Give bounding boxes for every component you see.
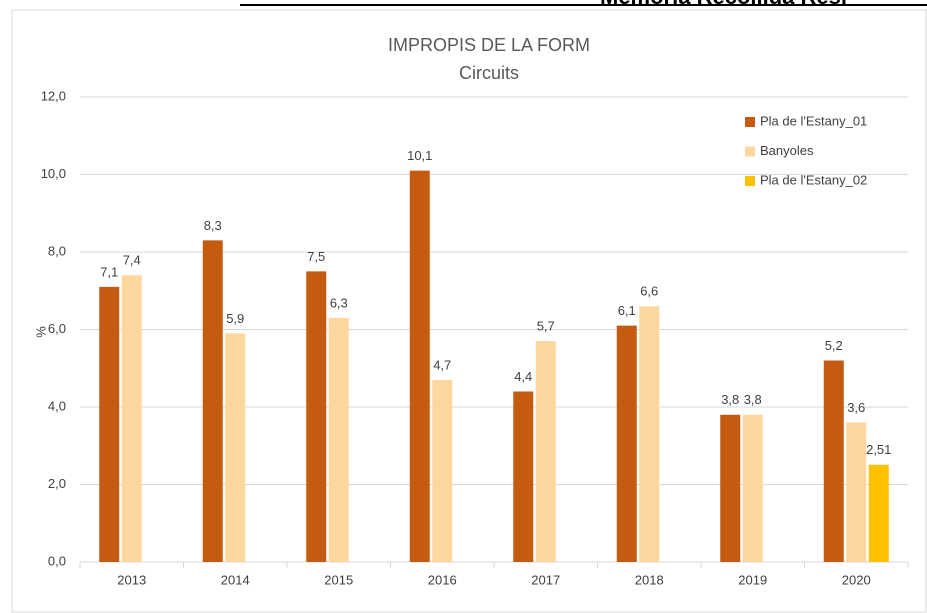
x-tick-label: 2014 [221,572,250,587]
data-label: 8,3 [204,218,222,233]
y-tick-label: 0,0 [48,553,66,568]
bar [823,360,844,562]
chart-frame [11,9,927,613]
x-tick-label: 2020 [842,572,871,587]
bar [742,414,763,562]
y-tick-label: 10,0 [41,166,66,181]
legend-label: Pla de l'Estany_02 [760,172,867,187]
legend-swatch [745,176,755,186]
chart-subtitle: Circuits [459,63,519,83]
data-label: 3,8 [744,392,762,407]
bar [535,341,556,562]
y-tick-label: 6,0 [48,321,66,336]
data-label: 10,1 [407,148,432,163]
data-label: 5,9 [226,311,244,326]
bar [616,325,637,562]
legend-label: Pla de l'Estany_01 [760,113,867,128]
y-axis-label: % [33,326,48,338]
bar [868,464,889,562]
y-tick-label: 2,0 [48,476,66,491]
x-tick-label: 2015 [324,572,353,587]
bar [639,306,660,562]
data-label: 6,6 [640,284,658,299]
data-label: 6,3 [330,295,348,310]
data-label: 7,5 [307,249,325,264]
bar [202,240,223,562]
data-label: 3,8 [721,392,739,407]
data-label: 5,2 [825,338,843,353]
x-tick-label: 2018 [635,572,664,587]
x-tick-label: 2019 [738,572,767,587]
bar [513,391,534,562]
bar [99,286,120,562]
data-label: 6,1 [618,303,636,318]
data-label: 7,1 [100,264,118,279]
bar [720,414,741,562]
legend-label: Banyoles [760,143,814,158]
bar [409,170,430,562]
bar [846,422,867,562]
bar [121,275,142,562]
x-tick-label: 2016 [428,572,457,587]
y-tick-label: 8,0 [48,243,66,258]
chart-title: IMPROPIS DE LA FORM [388,35,590,55]
legend-swatch [745,117,755,127]
data-label: 4,4 [514,369,532,384]
data-label: 7,4 [123,253,141,268]
data-label: 3,6 [847,400,865,415]
bar [306,271,327,562]
bar [432,379,453,562]
legend-swatch [745,146,755,157]
y-tick-label: 12,0 [41,88,66,103]
data-label: 5,7 [537,319,555,334]
bar [328,317,349,562]
header-title: Memòria Recollida Resi [600,0,847,9]
data-label: 4,7 [433,357,451,372]
x-tick-label: 2017 [531,572,560,587]
data-label: 2,51 [866,442,891,457]
y-tick-label: 4,0 [48,398,66,413]
x-tick-label: 2013 [117,572,146,587]
bar [225,333,246,562]
